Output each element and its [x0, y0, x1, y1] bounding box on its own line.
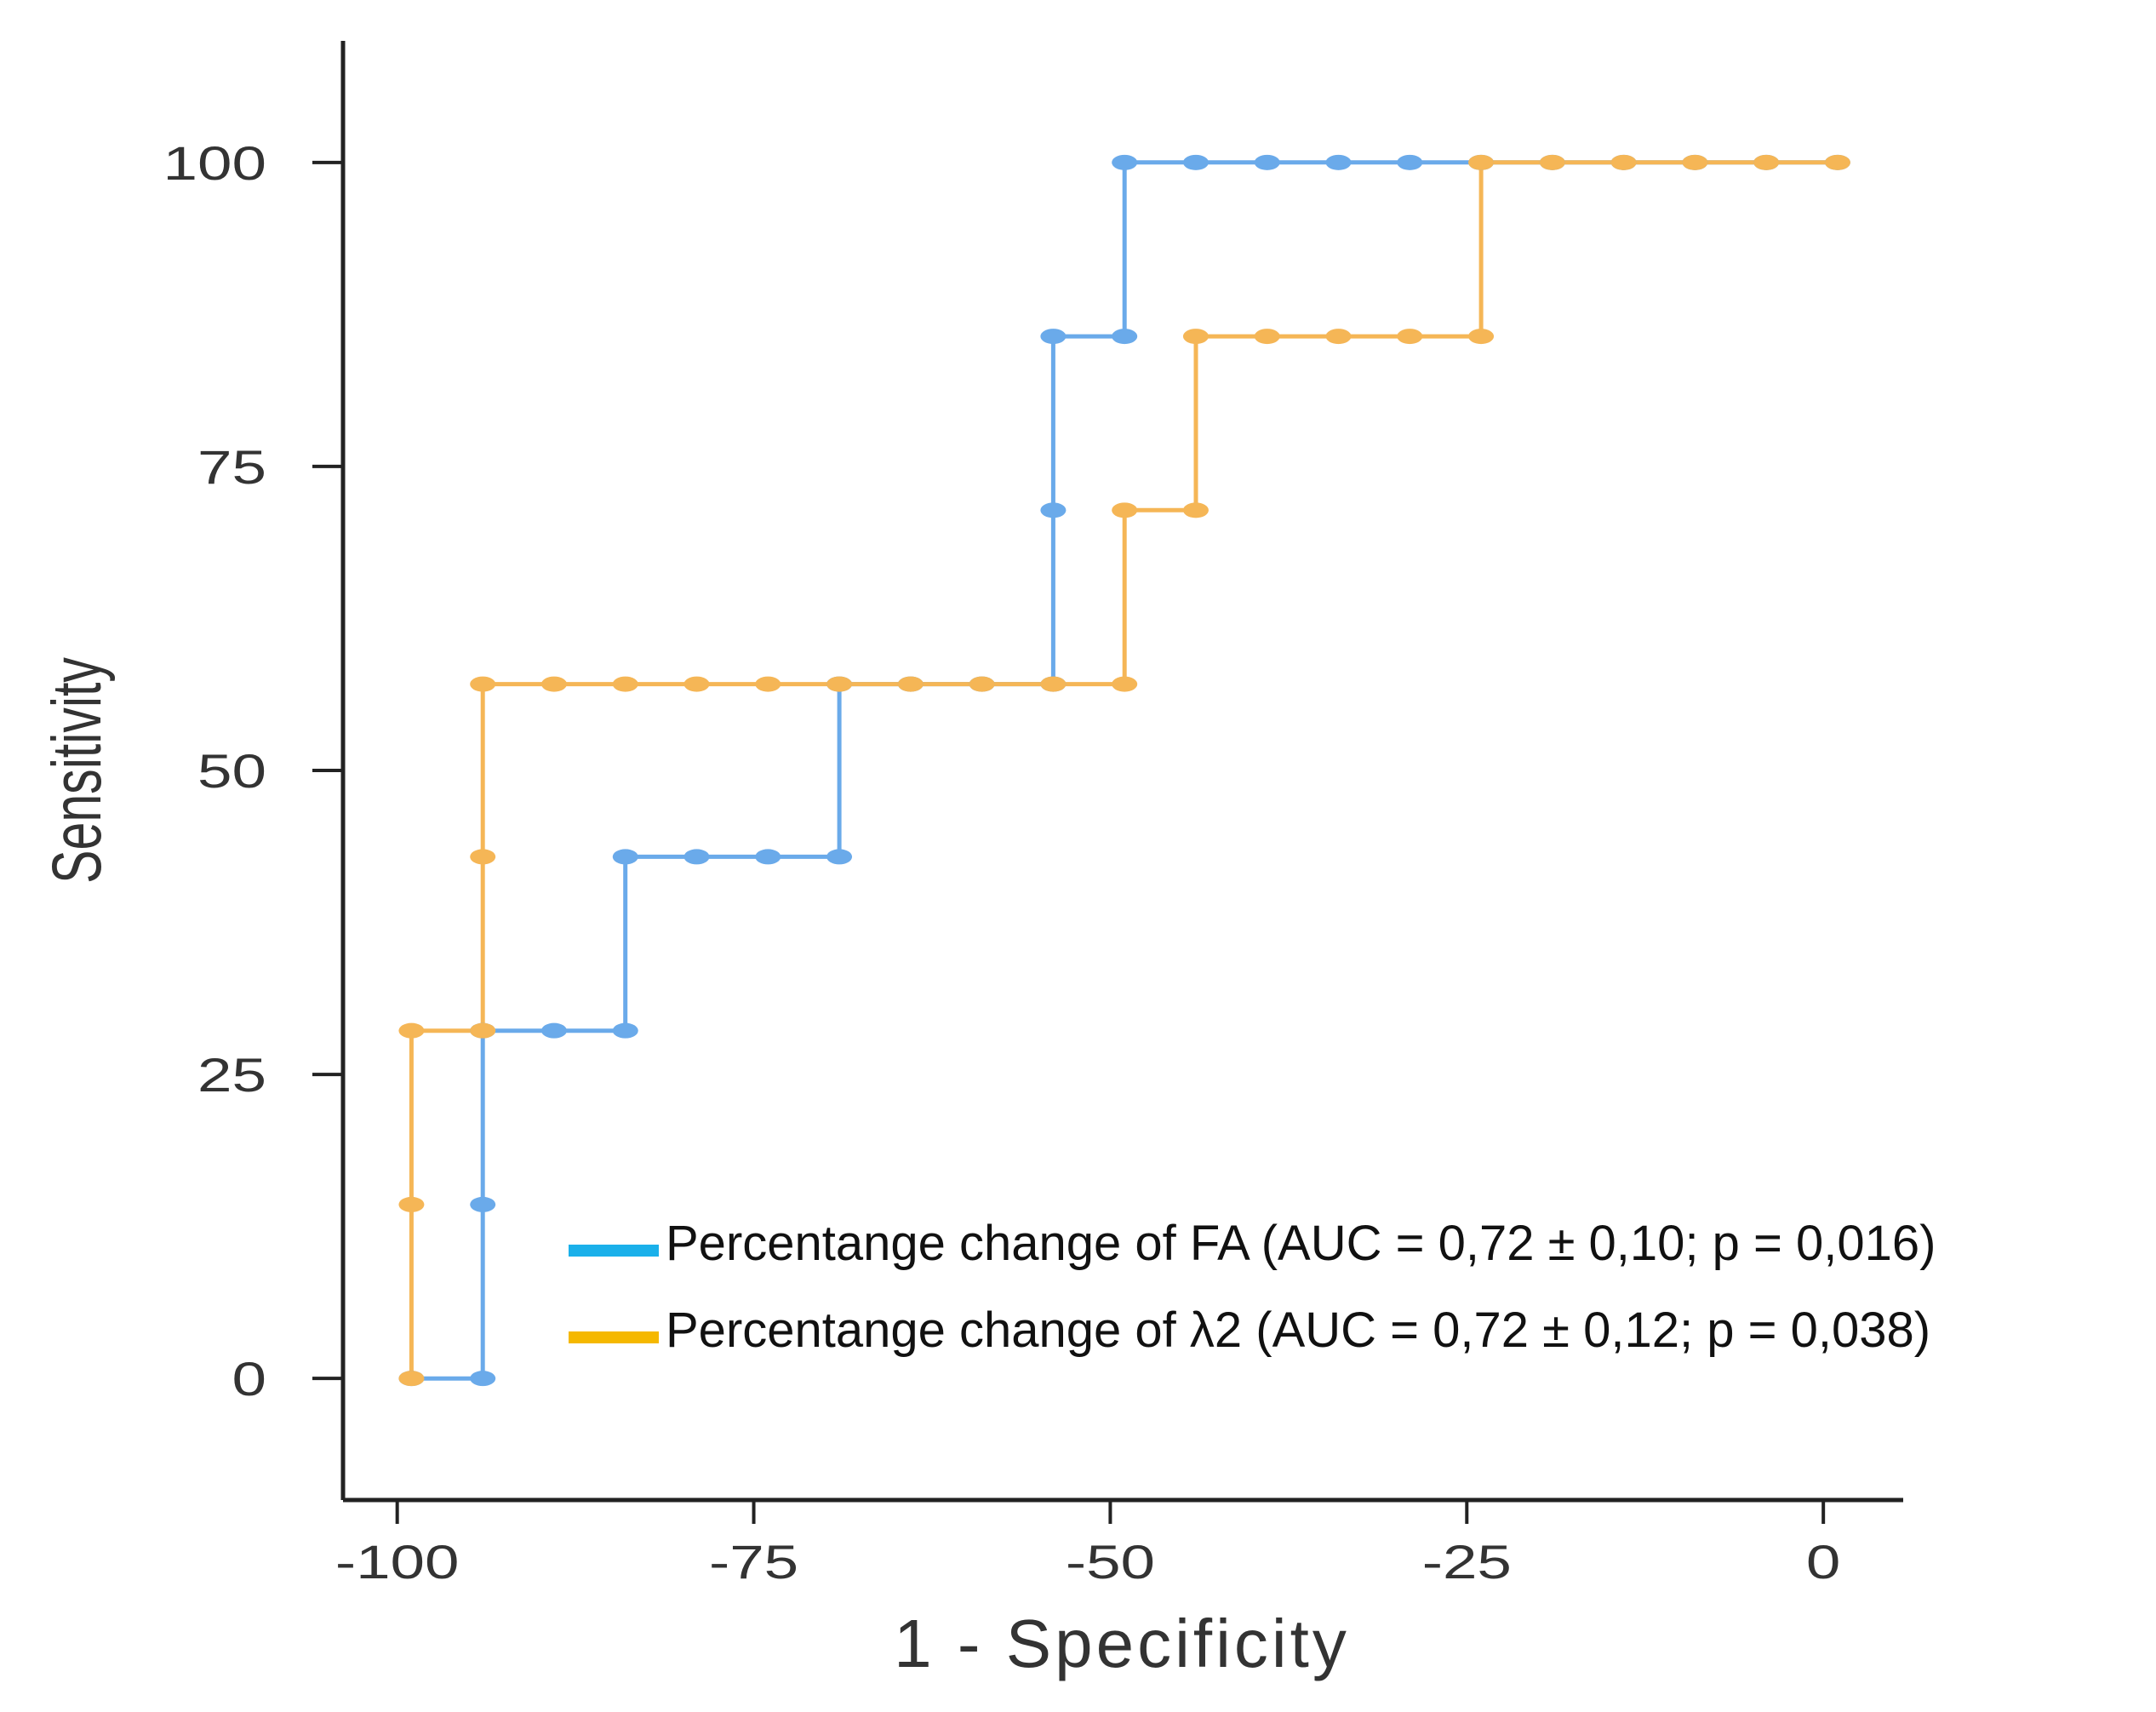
series-0-point: [1397, 154, 1423, 170]
x-tick-label: -75: [709, 1535, 798, 1589]
series-0-point: [826, 849, 853, 865]
series-layer: [398, 154, 1850, 1387]
ticks: 0 25 50 75 100 -100 -75 -50 -25 0: [163, 136, 1841, 1589]
y-tick-label: 50: [197, 744, 266, 798]
series-0-point: [540, 1022, 567, 1039]
series-1-point: [1182, 502, 1209, 518]
series-1-point: [470, 1022, 496, 1039]
legend-label-lambda2: Percentange change of λ2 (AUC = 0,72 ± 0…: [666, 1303, 1930, 1358]
series-1-point: [1397, 329, 1423, 345]
series-0-point: [1182, 154, 1209, 170]
series-1-point: [1682, 154, 1708, 170]
series-0-point: [755, 849, 781, 865]
series-1-point: [1468, 329, 1495, 345]
series-1-point: [1824, 154, 1850, 170]
series-0-point: [612, 1022, 638, 1039]
x-tick-label: 0: [1806, 1535, 1840, 1589]
series-1-point: [470, 676, 496, 692]
legend-swatch-fa: [569, 1245, 659, 1257]
series-1-point: [540, 676, 567, 692]
series-0-point: [470, 1371, 496, 1387]
legend: Percentange change of FA (AUC = 0,72 ± 0…: [569, 1216, 1936, 1358]
y-tick-label: 100: [163, 136, 266, 190]
series-1-point: [897, 676, 924, 692]
series-1-point: [1468, 154, 1495, 170]
series-line-0: [411, 160, 1838, 1381]
series-1-point: [1112, 502, 1138, 518]
y-tick-label: 25: [197, 1048, 266, 1102]
series-0-point: [1112, 154, 1138, 170]
series-1-point: [1610, 154, 1637, 170]
series-0-point: [1112, 329, 1138, 345]
series-1-point: [1112, 676, 1138, 692]
y-tick-label: 0: [232, 1352, 266, 1406]
series-1-point: [755, 676, 781, 692]
series-1-point: [398, 1196, 425, 1212]
series-0-point: [1325, 154, 1352, 170]
series-1-point: [1753, 154, 1780, 170]
series-1-point: [470, 849, 496, 865]
legend-swatch-lambda2: [569, 1331, 659, 1343]
series-1-point: [683, 676, 710, 692]
series-line-1: [409, 160, 1838, 1379]
series-1-point: [1040, 676, 1067, 692]
series-1-point: [612, 676, 638, 692]
series-0-point: [1040, 329, 1067, 345]
series-1-point: [1254, 329, 1280, 345]
x-tick-label: -100: [335, 1535, 460, 1589]
series-0-point: [1254, 154, 1280, 170]
series-0-point: [1040, 502, 1067, 518]
series-1-point: [398, 1022, 425, 1039]
series-1-point: [398, 1371, 425, 1387]
series-0-point: [683, 849, 710, 865]
series-1-point: [826, 676, 853, 692]
x-axis-title: 1 - Specificity: [894, 1606, 1350, 1681]
x-tick-label: -50: [1066, 1535, 1155, 1589]
series-0-point: [612, 849, 638, 865]
series-1-point: [1182, 329, 1209, 345]
x-tick-label: -25: [1422, 1535, 1512, 1589]
y-axis-title: Sensitivity: [38, 657, 117, 884]
series-1-point: [969, 676, 995, 692]
series-1-point: [1539, 154, 1565, 170]
series-1-point: [1325, 329, 1352, 345]
y-tick-label: 75: [197, 440, 266, 494]
series-0-point: [470, 1196, 496, 1212]
legend-label-fa: Percentange change of FA (AUC = 0,72 ± 0…: [666, 1216, 1936, 1271]
